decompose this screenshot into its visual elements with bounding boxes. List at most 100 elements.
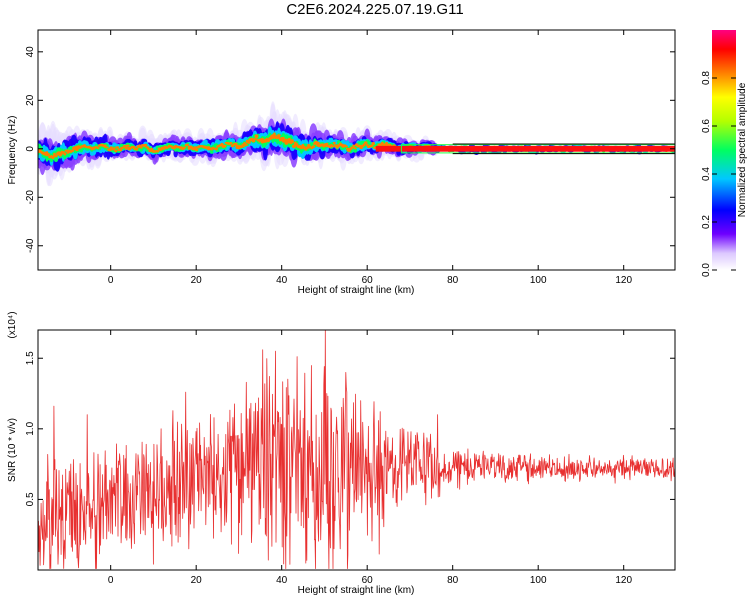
spectrogram-cell	[104, 146, 109, 149]
spectrogram-x-tick-label: 40	[276, 275, 288, 286]
spectrogram-cell	[161, 147, 166, 150]
spectrogram-cell	[267, 139, 270, 143]
spectrogram-cell	[347, 150, 352, 152]
spectrogram-cell	[352, 146, 355, 149]
snr-x-tick-label: 120	[615, 575, 632, 586]
spectrogram-x-label: Height of straight line (km)	[298, 285, 415, 296]
spectrogram-cell	[139, 146, 143, 149]
spectrogram-cell	[277, 134, 281, 137]
spectrogram-cell	[353, 147, 357, 150]
spectrogram-cell	[241, 145, 245, 148]
spectrogram-cell	[47, 153, 50, 155]
spectrogram-cell	[114, 149, 118, 152]
spectrogram-x-tick-label: 80	[447, 275, 459, 286]
spectrogram-peak-band	[375, 145, 675, 152]
spectrogram-cell	[61, 151, 66, 153]
snr-x-tick-label: 100	[530, 575, 547, 586]
snr-multiplier-label: (x10⁴)	[7, 311, 18, 338]
spectrogram-cell	[147, 147, 150, 150]
spectrogram-cell	[144, 144, 148, 147]
colorbar-tick-label: 0.2	[701, 215, 712, 229]
spectrogram-cell	[353, 148, 358, 153]
spectrogram-cell	[135, 148, 139, 151]
spectrogram-cell	[352, 144, 356, 147]
spectrogram-cell	[122, 146, 125, 149]
spectrogram-cell	[233, 142, 238, 145]
snr-panel: 0 20 40 60 80 100 120 0.5 1.0 1.5 Height of strai…	[7, 311, 676, 596]
spectrogram-cell	[235, 144, 239, 148]
spectrogram-band-edge	[400, 144, 675, 154]
colorbar-label: Normalized spectral amplitude	[737, 82, 748, 217]
colorbar-tick-label: 0.0	[701, 263, 712, 277]
spectrogram-cell	[70, 150, 74, 153]
spectrogram-cell	[63, 152, 67, 156]
spectrogram-cell	[148, 150, 152, 153]
spectrogram-cell	[214, 147, 219, 150]
spectrogram-cell	[115, 146, 120, 149]
spectrogram-cell	[361, 145, 364, 148]
spectrogram-cell	[332, 141, 336, 144]
colorbar-bar	[712, 30, 736, 270]
spectrogram-cell	[145, 146, 149, 149]
snr-series	[38, 330, 675, 569]
colorbar-tick-label: 0.4	[701, 167, 712, 181]
spectrogram-frame	[37, 29, 676, 271]
spectrogram-cell	[186, 143, 189, 146]
spectrogram-cell	[138, 144, 141, 147]
spectrogram-cell	[316, 141, 320, 145]
spectrogram-cell	[380, 141, 384, 144]
snr-y-tick-label: 1.0	[25, 421, 36, 435]
spectrogram-cell	[181, 147, 185, 150]
spectrogram-cell	[366, 140, 372, 144]
spectrogram-cell	[253, 138, 257, 141]
spectrogram-cell	[325, 142, 329, 146]
snr-x-tick-label: 20	[191, 575, 203, 586]
spectrogram-cell	[223, 144, 227, 148]
spectrogram-x-tick-label: 100	[530, 275, 547, 286]
spectrogram-x-tick-label: 0	[108, 275, 114, 286]
spectrogram-cell	[311, 145, 315, 149]
colorbar-tick-label: 0.8	[701, 71, 712, 85]
snr-frame	[37, 329, 676, 571]
spectrogram-cell	[383, 144, 387, 147]
colorbar-axis: 0.0 0.2 0.4 0.6 0.8	[701, 71, 736, 277]
snr-x-tick-label: 0	[108, 575, 114, 586]
spectrogram-cell	[96, 147, 100, 149]
spectrogram-cell	[183, 146, 187, 149]
spectrogram-cell	[371, 142, 375, 145]
spectrogram-cell	[75, 148, 79, 152]
spectrogram-cell	[247, 142, 251, 144]
spectrogram-cell	[331, 145, 335, 148]
spectrogram-cell	[159, 149, 162, 151]
spectrogram-y-tick-label: 40	[25, 46, 36, 58]
spectrogram-cell	[358, 144, 362, 148]
spectrogram-x-tick-label: 120	[615, 275, 632, 286]
spectrogram-y-tick-label: -40	[25, 238, 36, 253]
spectrogram-cell	[109, 146, 113, 149]
spectrogram-y-tick-label: -20	[25, 190, 36, 205]
spectrogram-cell	[244, 144, 248, 146]
spectrogram-cell	[364, 141, 368, 144]
spectrogram-cell	[263, 140, 268, 143]
snr-x-tick-label: 80	[447, 575, 459, 586]
spectrogram-cell	[209, 149, 214, 154]
spectrogram-cell	[124, 146, 129, 149]
spectrogram-cell	[123, 145, 127, 147]
spectrogram-cell	[287, 137, 291, 141]
snr-y-tick-label: 0.5	[25, 492, 36, 506]
spectrogram-cell	[150, 147, 153, 150]
spectrogram-cell	[307, 143, 311, 147]
spectrogram-y-tick-label: 20	[25, 94, 36, 106]
spectrogram-cell	[113, 147, 116, 151]
spectrogram-cell	[290, 140, 295, 143]
spectrogram-cell	[51, 156, 55, 160]
spectrogram-cell	[273, 132, 276, 137]
spectrogram-cell	[156, 149, 160, 152]
snr-x-tick-label: 60	[362, 575, 374, 586]
snr-x-tick-label: 40	[276, 575, 288, 586]
spectrogram-cell	[231, 145, 234, 148]
spectrogram-cell	[125, 142, 130, 145]
spectrogram-cell	[220, 143, 224, 146]
colorbar: 0.0 0.2 0.4 0.6 0.8 Normalized spectral ampl…	[701, 30, 748, 277]
